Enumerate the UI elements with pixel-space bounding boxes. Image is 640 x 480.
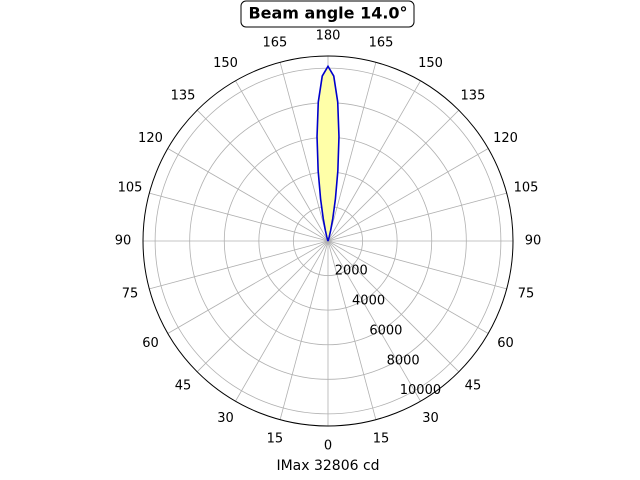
grid-spoke bbox=[149, 192, 329, 242]
grid-spoke bbox=[235, 240, 329, 402]
grid-spoke bbox=[279, 62, 329, 242]
theta-tick-label: 30 bbox=[217, 411, 234, 426]
r-tick-label: 8000 bbox=[387, 353, 420, 368]
theta-tick-label: 105 bbox=[118, 180, 143, 195]
grid-spoke bbox=[327, 80, 421, 242]
grid-spoke bbox=[235, 80, 329, 242]
title-box bbox=[240, 0, 415, 28]
theta-tick-label: 180 bbox=[316, 29, 341, 44]
theta-tick-label: 120 bbox=[138, 131, 163, 146]
theta-tick-label: 30 bbox=[422, 411, 439, 426]
r-tick-label: 10000 bbox=[400, 383, 441, 398]
r-tick-label: 4000 bbox=[352, 293, 385, 308]
grid-spoke bbox=[327, 240, 421, 402]
outer-frame bbox=[142, 55, 514, 427]
theta-tick-label: 0 bbox=[324, 439, 332, 454]
theta-tick-label: 150 bbox=[213, 56, 238, 71]
grid-spoke bbox=[327, 240, 489, 334]
theta-tick-label: 135 bbox=[171, 89, 196, 104]
theta-tick-label: 150 bbox=[418, 56, 443, 71]
theta-tick-label: 105 bbox=[514, 180, 539, 195]
theta-tick-label: 90 bbox=[115, 234, 132, 249]
theta-tick-label: 165 bbox=[263, 35, 288, 50]
grid-spoke bbox=[167, 240, 329, 334]
theta-tick-label: 120 bbox=[493, 131, 518, 146]
grid-spoke bbox=[327, 240, 460, 373]
grid-spoke bbox=[327, 62, 377, 242]
theta-tick-label: 45 bbox=[175, 378, 192, 393]
theta-tick-label: 75 bbox=[518, 287, 535, 302]
theta-tick-label: 60 bbox=[142, 336, 159, 351]
r-tick-label: 6000 bbox=[369, 323, 402, 338]
grid-spoke bbox=[327, 240, 507, 290]
grid-spoke bbox=[149, 240, 329, 290]
x-axis-label: IMax 32806 cd bbox=[276, 458, 379, 474]
grid-spoke bbox=[327, 148, 489, 242]
grid-spoke bbox=[196, 109, 329, 242]
theta-tick-label: 15 bbox=[373, 432, 390, 447]
beam-fill bbox=[317, 66, 339, 241]
grid-spoke bbox=[167, 148, 329, 242]
theta-tick-label: 135 bbox=[461, 89, 486, 104]
r-tick-label: 2000 bbox=[335, 263, 368, 278]
grid-spoke bbox=[327, 240, 377, 420]
theta-tick-label: 90 bbox=[525, 234, 542, 249]
theta-tick-label: 60 bbox=[497, 336, 514, 351]
grid-spoke bbox=[196, 240, 329, 373]
chart-title: Beam angle 14.0° bbox=[248, 4, 407, 23]
grid-spoke bbox=[279, 240, 329, 420]
theta-tick-label: 75 bbox=[122, 287, 139, 302]
grid-spoke bbox=[327, 109, 460, 242]
beam-line bbox=[316, 64, 340, 242]
theta-tick-label: 45 bbox=[465, 378, 482, 393]
grid-spoke bbox=[327, 192, 507, 242]
theta-tick-label: 15 bbox=[267, 432, 284, 447]
theta-tick-label: 165 bbox=[369, 35, 394, 50]
